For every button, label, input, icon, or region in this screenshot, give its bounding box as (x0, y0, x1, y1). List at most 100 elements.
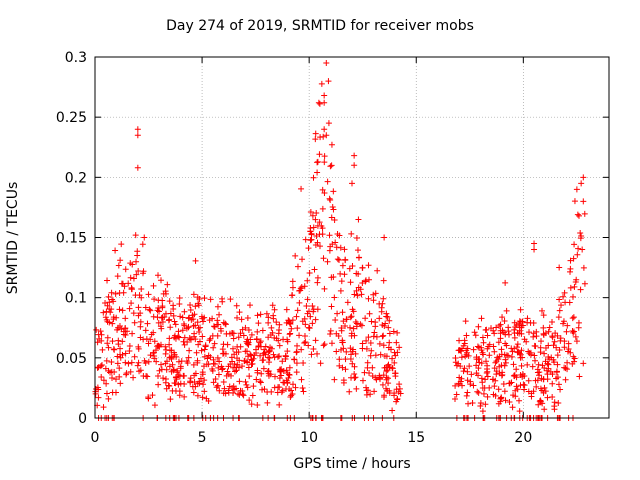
data-point (175, 381, 182, 388)
data-point (371, 388, 378, 395)
data-point (327, 331, 334, 338)
data-point (381, 323, 388, 330)
data-point (275, 330, 282, 337)
data-point (334, 310, 341, 317)
data-point (331, 376, 338, 383)
data-point (570, 329, 577, 336)
data-point (517, 306, 524, 313)
data-point (134, 164, 141, 171)
data-point (388, 346, 395, 353)
data-point (556, 264, 563, 271)
data-point (380, 332, 387, 339)
data-point (467, 378, 474, 385)
data-point (569, 315, 576, 322)
data-point (554, 374, 561, 381)
data-point (514, 329, 521, 336)
data-point (244, 384, 251, 391)
data-point (342, 256, 349, 263)
data-point (145, 358, 152, 365)
data-point (502, 356, 509, 363)
data-point (386, 339, 393, 346)
data-point (490, 343, 497, 350)
data-point (122, 350, 129, 357)
data-point (527, 319, 534, 326)
data-point (270, 351, 277, 358)
data-point (339, 364, 346, 371)
data-point (452, 395, 459, 402)
data-point (338, 278, 345, 285)
data-point (557, 386, 564, 393)
data-point (483, 358, 490, 365)
data-point (495, 339, 502, 346)
data-point (177, 313, 184, 320)
data-point (353, 234, 360, 241)
data-point (495, 386, 502, 393)
data-point (212, 376, 219, 383)
data-point (298, 283, 305, 290)
data-point (498, 362, 505, 369)
data-point (541, 350, 548, 357)
data-point (333, 348, 340, 355)
data-point (471, 329, 478, 336)
data-point (102, 314, 109, 321)
data-point (380, 295, 387, 302)
data-point (551, 359, 558, 366)
data-point (336, 256, 343, 263)
data-point (363, 337, 370, 344)
data-point (475, 389, 482, 396)
data-point (185, 324, 192, 331)
data-point (339, 309, 346, 316)
data-point (215, 364, 222, 371)
data-point (502, 359, 509, 366)
data-point (564, 366, 571, 373)
data-point (533, 333, 540, 340)
data-point (325, 78, 332, 85)
x-tick-label: 20 (514, 430, 532, 446)
data-point (180, 321, 187, 328)
data-point (333, 244, 340, 251)
data-point (244, 359, 251, 366)
data-point (469, 399, 476, 406)
data-point (158, 277, 165, 284)
data-point (178, 358, 185, 365)
data-point (150, 282, 157, 289)
data-point (181, 341, 188, 348)
data-point (391, 359, 398, 366)
data-point (453, 362, 460, 369)
data-point (145, 395, 152, 402)
data-point (210, 356, 217, 363)
data-point (480, 390, 487, 397)
y-tick-label: 0 (78, 411, 87, 427)
data-point (313, 210, 320, 217)
data-point (155, 342, 162, 349)
data-point (304, 310, 311, 317)
data-point (97, 328, 104, 335)
data-point (236, 378, 243, 385)
data-point (384, 313, 391, 320)
data-point (464, 389, 471, 396)
data-point (501, 362, 508, 369)
data-point (340, 318, 347, 325)
data-point (301, 340, 308, 347)
data-point (317, 360, 324, 367)
data-point (279, 387, 286, 394)
data-point (199, 394, 206, 401)
data-point (386, 317, 393, 324)
data-point (349, 262, 356, 269)
data-point (490, 327, 497, 334)
data-point (276, 342, 283, 349)
data-point (142, 304, 149, 311)
data-point (116, 306, 123, 313)
data-point (470, 382, 477, 389)
data-point (268, 388, 275, 395)
data-point (264, 368, 271, 375)
data-point (304, 277, 311, 284)
data-point (154, 373, 161, 380)
data-point (220, 319, 227, 326)
data-point (227, 296, 234, 303)
data-point (490, 376, 497, 383)
data-point (265, 319, 272, 326)
data-point (337, 244, 344, 251)
data-point (346, 265, 353, 272)
